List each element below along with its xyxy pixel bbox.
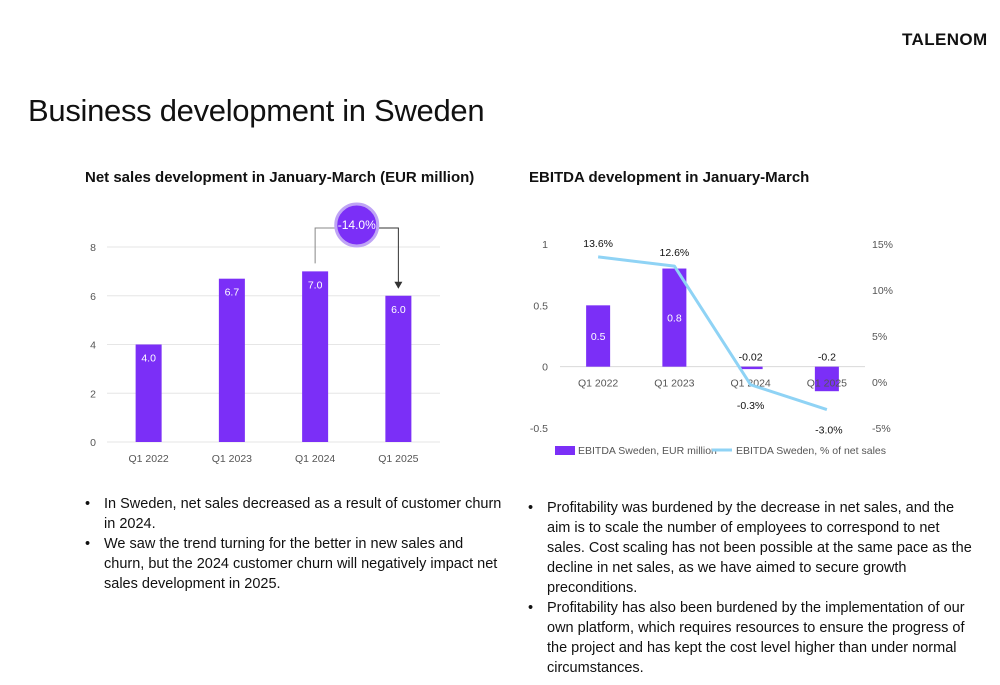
ebitda-chart: -0.5 0 0.5 1 -5% 0% 5% 10% 15% 0.5 Q1 2022 0.8 Q1 20…	[530, 238, 893, 457]
legend-line-label: EBITDA Sweden, % of net sales	[736, 445, 886, 457]
ebitda-bar	[814, 366, 839, 392]
change-connector-left	[314, 227, 337, 264]
bar-value-label: 6.0	[391, 304, 406, 316]
y-right-tick-label: 15%	[872, 239, 893, 251]
x-tick-label: Q1 2023	[654, 378, 694, 390]
y-tick-label: 4	[90, 340, 96, 352]
net-sales-chart-title: Net sales development in January-March (…	[85, 169, 475, 186]
page-title: Business development in Sweden	[28, 93, 485, 128]
y-tick-label: 6	[90, 291, 96, 303]
x-tick-label: Q1 2022	[128, 453, 168, 465]
y-right-tick-label: 0%	[872, 377, 887, 389]
x-tick-label: Q1 2025	[807, 378, 847, 390]
net-sales-bullet-list: In Sweden, net sales decreased as a resu…	[85, 494, 505, 594]
x-tick-label: Q1 2023	[212, 453, 252, 465]
y-tick-label: 8	[90, 242, 96, 254]
net-sales-bar	[385, 295, 412, 442]
ebitda-bar	[738, 366, 763, 370]
ebitda-bar-value-label: 0.5	[591, 331, 606, 343]
ebitda-bar-value-label: -0.2	[818, 352, 836, 364]
net-sales-bar	[302, 271, 329, 442]
y-tick-label: 0	[90, 437, 96, 449]
y-right-tick-label: -5%	[872, 423, 891, 435]
ebitda-bar	[662, 268, 687, 367]
ebitda-bar-value-label: -0.02	[739, 352, 763, 364]
y-tick-label: 2	[90, 388, 96, 400]
ebitda-chart-title: EBITDA development in January-March	[529, 169, 810, 186]
ebitda-percent-line	[597, 255, 828, 412]
ebitda-percent-label: -3.0%	[815, 425, 842, 437]
change-connector-right	[376, 227, 399, 288]
net-sales-chart: 0 2 4 6 8 4.0 Q1 2022 6.7 Q1 2023 7.0 Q1 2024 6.0 Q1…	[90, 202, 440, 465]
bar-value-label: 7.0	[308, 279, 323, 291]
change-badge-label: -14.0%	[338, 218, 376, 232]
x-tick-label: Q1 2022	[578, 378, 618, 390]
x-tick-label: Q1 2025	[378, 453, 418, 465]
ebitda-bar-value-label: 0.8	[667, 313, 682, 325]
net-sales-bar	[135, 344, 162, 442]
ebitda-bar	[586, 305, 611, 367]
bullet-item: Profitability was burdened by the decrea…	[528, 498, 973, 598]
y-right-tick-label: 10%	[872, 285, 893, 297]
y-left-tick-label: -0.5	[530, 423, 548, 435]
bar-value-label: 6.7	[225, 287, 240, 299]
ebitda-percent-label: 12.6%	[659, 247, 689, 259]
legend-bar-label: EBITDA Sweden, EUR million	[578, 445, 717, 457]
legend-bar-swatch	[555, 446, 575, 455]
bullet-item: We saw the trend turning for the better …	[85, 534, 505, 594]
y-left-tick-label: 0	[542, 362, 548, 374]
bullet-item: Profitability has also been burdened by …	[528, 598, 973, 678]
ebitda-percent-label: -0.3%	[737, 400, 764, 412]
x-tick-label: Q1 2024	[295, 453, 335, 465]
y-right-tick-label: 5%	[872, 331, 887, 343]
y-left-tick-label: 1	[542, 239, 548, 251]
arrow-down-icon	[394, 281, 403, 289]
talenom-logo: TALENOM	[902, 30, 988, 49]
ebitda-bullet-list: Profitability was burdened by the decrea…	[528, 498, 973, 678]
bar-value-label: 4.0	[141, 353, 156, 365]
bullet-item: In Sweden, net sales decreased as a resu…	[85, 494, 505, 534]
net-sales-bar	[218, 278, 245, 442]
change-badge	[334, 202, 380, 248]
y-left-tick-label: 0.5	[533, 300, 548, 312]
ebitda-percent-label: 13.6%	[583, 238, 613, 250]
